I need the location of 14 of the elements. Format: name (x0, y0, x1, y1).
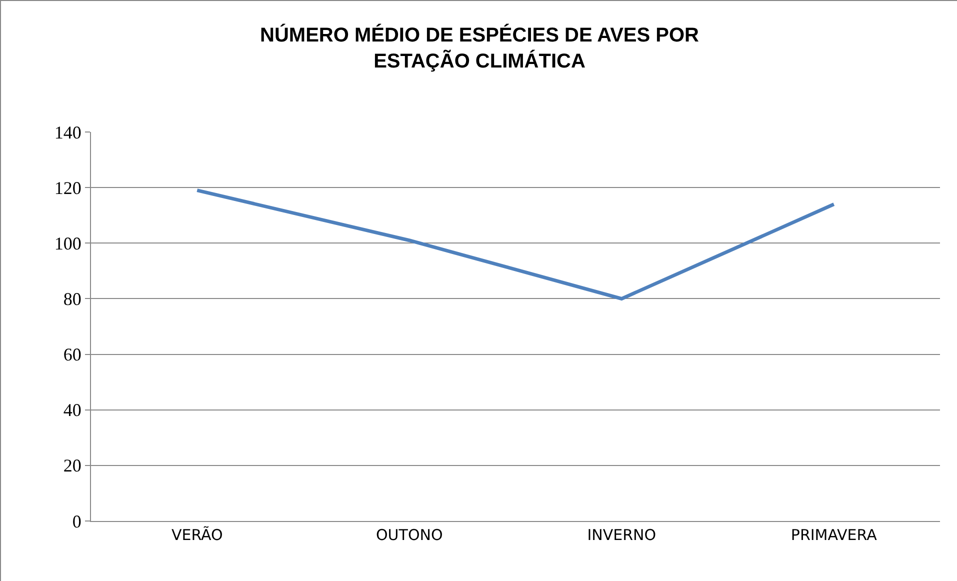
y-tick-label: 140 (54, 122, 82, 142)
y-tick-label: 80 (63, 289, 82, 310)
y-tick-label: 0 (72, 511, 82, 532)
line-series (195, 188, 836, 300)
x-tick-label: VERÃO (171, 526, 223, 544)
y-tick-label: 20 (63, 456, 82, 476)
x-tick-label: INVERNO (587, 526, 656, 544)
y-tick-label: 60 (63, 344, 82, 365)
x-tick-label: OUTONO (376, 526, 443, 544)
y-tick-label: 100 (54, 233, 82, 254)
chart-title: NÚMERO MÉDIO DE ESPÉCIES DE AVES POR ESTAÇÃO CLIMÁTICA (260, 24, 700, 73)
y-tick-label: 120 (54, 178, 82, 198)
x-tick-label: PRIMAVERA (790, 526, 878, 544)
y-tick-label: 40 (63, 400, 82, 420)
